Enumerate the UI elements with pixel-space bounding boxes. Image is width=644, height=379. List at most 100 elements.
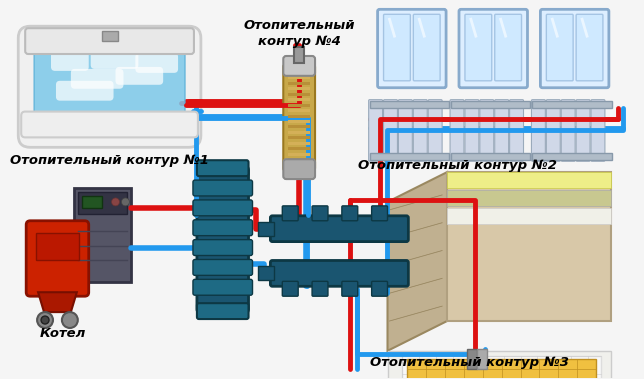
Bar xyxy=(289,98,310,101)
FancyBboxPatch shape xyxy=(576,14,603,81)
FancyBboxPatch shape xyxy=(193,180,252,196)
Polygon shape xyxy=(388,172,447,351)
FancyBboxPatch shape xyxy=(465,14,492,81)
FancyBboxPatch shape xyxy=(561,100,575,161)
Bar xyxy=(294,47,304,63)
Circle shape xyxy=(122,198,129,206)
Bar xyxy=(258,222,274,236)
Text: Отопительный
контур №4: Отопительный контур №4 xyxy=(243,19,355,48)
Bar xyxy=(289,158,310,161)
FancyBboxPatch shape xyxy=(197,166,249,313)
FancyBboxPatch shape xyxy=(591,100,605,161)
Text: Отопительный контур №3: Отопительный контур №3 xyxy=(370,356,569,369)
FancyBboxPatch shape xyxy=(342,206,357,221)
FancyBboxPatch shape xyxy=(368,100,383,161)
FancyBboxPatch shape xyxy=(480,100,494,161)
FancyBboxPatch shape xyxy=(372,281,388,296)
Bar xyxy=(447,208,611,224)
Polygon shape xyxy=(408,359,596,379)
FancyBboxPatch shape xyxy=(384,14,410,81)
Bar xyxy=(289,131,310,134)
Bar xyxy=(451,101,531,108)
Circle shape xyxy=(111,198,120,206)
FancyBboxPatch shape xyxy=(459,9,527,88)
FancyBboxPatch shape xyxy=(56,81,113,101)
Bar xyxy=(289,125,310,128)
FancyBboxPatch shape xyxy=(546,14,573,81)
FancyBboxPatch shape xyxy=(115,67,163,85)
FancyBboxPatch shape xyxy=(450,100,464,161)
FancyBboxPatch shape xyxy=(312,281,328,296)
FancyBboxPatch shape xyxy=(399,100,412,161)
FancyBboxPatch shape xyxy=(413,14,440,81)
FancyBboxPatch shape xyxy=(283,56,315,76)
Bar xyxy=(289,164,310,167)
FancyBboxPatch shape xyxy=(282,281,298,296)
Circle shape xyxy=(41,316,49,324)
Bar xyxy=(289,82,310,85)
FancyBboxPatch shape xyxy=(135,53,178,73)
FancyBboxPatch shape xyxy=(26,221,89,296)
FancyBboxPatch shape xyxy=(25,28,194,54)
Bar xyxy=(289,142,310,145)
Bar xyxy=(370,101,449,108)
Bar xyxy=(78,192,128,214)
FancyBboxPatch shape xyxy=(270,216,408,242)
Bar xyxy=(74,188,131,282)
Bar xyxy=(289,153,310,156)
Bar xyxy=(289,93,310,96)
FancyBboxPatch shape xyxy=(282,206,298,221)
Bar xyxy=(289,109,310,112)
Bar xyxy=(258,266,274,280)
Polygon shape xyxy=(38,292,77,312)
FancyBboxPatch shape xyxy=(465,100,479,161)
Bar xyxy=(447,172,611,188)
Bar xyxy=(289,120,310,123)
FancyBboxPatch shape xyxy=(495,100,509,161)
Bar xyxy=(533,101,612,108)
FancyBboxPatch shape xyxy=(546,100,560,161)
FancyBboxPatch shape xyxy=(428,100,442,161)
FancyBboxPatch shape xyxy=(372,206,388,221)
Bar xyxy=(447,190,611,206)
FancyBboxPatch shape xyxy=(193,240,252,255)
FancyBboxPatch shape xyxy=(71,69,124,89)
FancyBboxPatch shape xyxy=(18,26,201,147)
Bar xyxy=(36,233,79,260)
Bar xyxy=(289,87,310,90)
FancyBboxPatch shape xyxy=(413,100,427,161)
FancyBboxPatch shape xyxy=(283,159,315,179)
Text: Отопительный контур №1: Отопительный контур №1 xyxy=(10,154,209,167)
Bar xyxy=(477,349,487,369)
FancyBboxPatch shape xyxy=(384,100,397,161)
FancyBboxPatch shape xyxy=(531,100,545,161)
FancyBboxPatch shape xyxy=(51,51,89,71)
FancyBboxPatch shape xyxy=(342,281,357,296)
Bar xyxy=(102,31,117,41)
FancyBboxPatch shape xyxy=(509,100,524,161)
FancyBboxPatch shape xyxy=(283,64,315,171)
FancyBboxPatch shape xyxy=(193,279,252,295)
Bar xyxy=(289,147,310,150)
Polygon shape xyxy=(447,172,611,321)
FancyBboxPatch shape xyxy=(21,111,198,137)
Polygon shape xyxy=(388,351,611,379)
Bar xyxy=(289,136,310,139)
FancyBboxPatch shape xyxy=(193,260,252,276)
FancyBboxPatch shape xyxy=(197,160,249,176)
FancyBboxPatch shape xyxy=(197,303,249,319)
FancyBboxPatch shape xyxy=(91,47,138,69)
FancyBboxPatch shape xyxy=(377,9,446,88)
FancyBboxPatch shape xyxy=(576,100,590,161)
FancyBboxPatch shape xyxy=(34,40,185,133)
Circle shape xyxy=(37,312,53,328)
Bar xyxy=(289,103,310,106)
Polygon shape xyxy=(402,356,601,379)
Bar xyxy=(289,71,310,74)
FancyBboxPatch shape xyxy=(540,9,609,88)
Circle shape xyxy=(62,312,78,328)
Bar xyxy=(533,153,612,160)
FancyBboxPatch shape xyxy=(193,200,252,216)
Bar xyxy=(370,153,449,160)
Text: Отопительный контур №2: Отопительный контур №2 xyxy=(357,159,556,172)
